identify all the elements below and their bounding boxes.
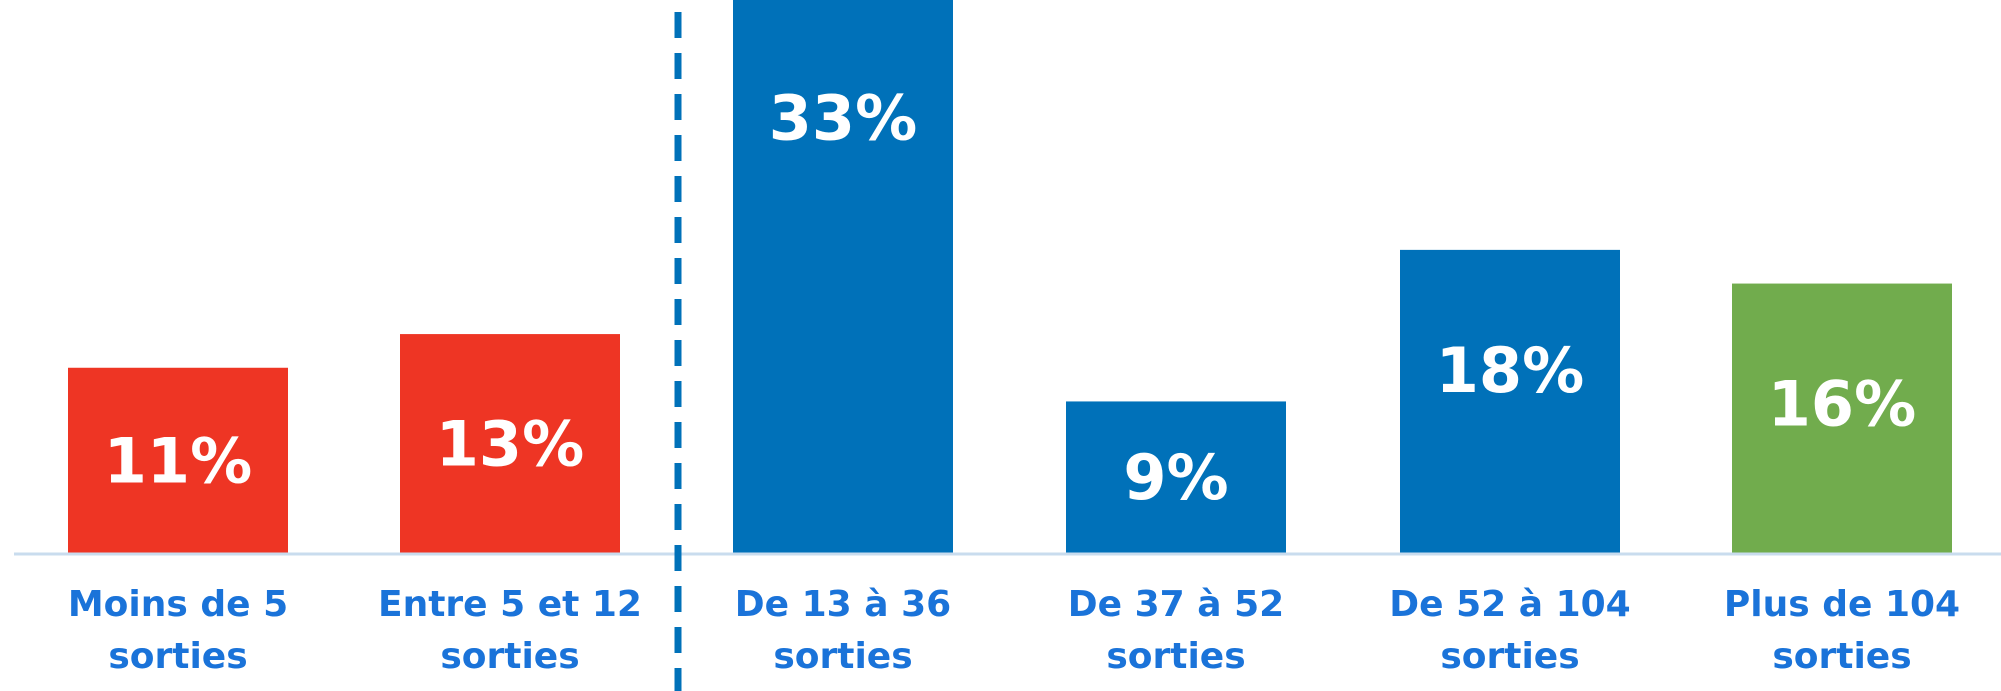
bar-2 [400, 334, 620, 553]
category-labels-group: Moins de 5 sorties Entre 5 et 12 sorties De … [68, 584, 1960, 677]
bar-value-label-3: 33% [769, 81, 917, 154]
bar-4 [1066, 401, 1286, 553]
bar-6 [1732, 283, 1952, 553]
category-label-5-line-1: De 52 à 104 [1389, 584, 1630, 625]
bar-1 [68, 367, 288, 553]
bar-value-label-5: 18% [1436, 334, 1584, 407]
category-label-6-line-2: sorties [1772, 636, 1911, 677]
category-label-1-line-2: sorties [108, 636, 247, 677]
category-label-2-line-2: sorties [440, 636, 579, 677]
category-label-3-line-2: sorties [773, 636, 912, 677]
bars-group: 11% 13% 33% 9% 18% 16% [68, 0, 1952, 553]
bar-3 [733, 0, 953, 553]
category-label-2-line-1: Entre 5 et 12 [378, 584, 642, 625]
bar-5 [1400, 249, 1620, 553]
bar-value-label-2: 13% [436, 408, 584, 481]
category-label-1-line-1: Moins de 5 [68, 584, 288, 625]
bar-value-label-4: 9% [1123, 441, 1228, 514]
category-label-3-line-1: De 13 à 36 [735, 584, 951, 625]
category-label-4-line-2: sorties [1106, 636, 1245, 677]
category-label-5-line-2: sorties [1440, 636, 1579, 677]
category-label-4-line-1: De 37 à 52 [1068, 584, 1284, 625]
category-label-6-line-1: Plus de 104 [1724, 584, 1960, 625]
bar-value-label-6: 16% [1768, 368, 1916, 441]
bar-value-label-1: 11% [104, 424, 252, 497]
